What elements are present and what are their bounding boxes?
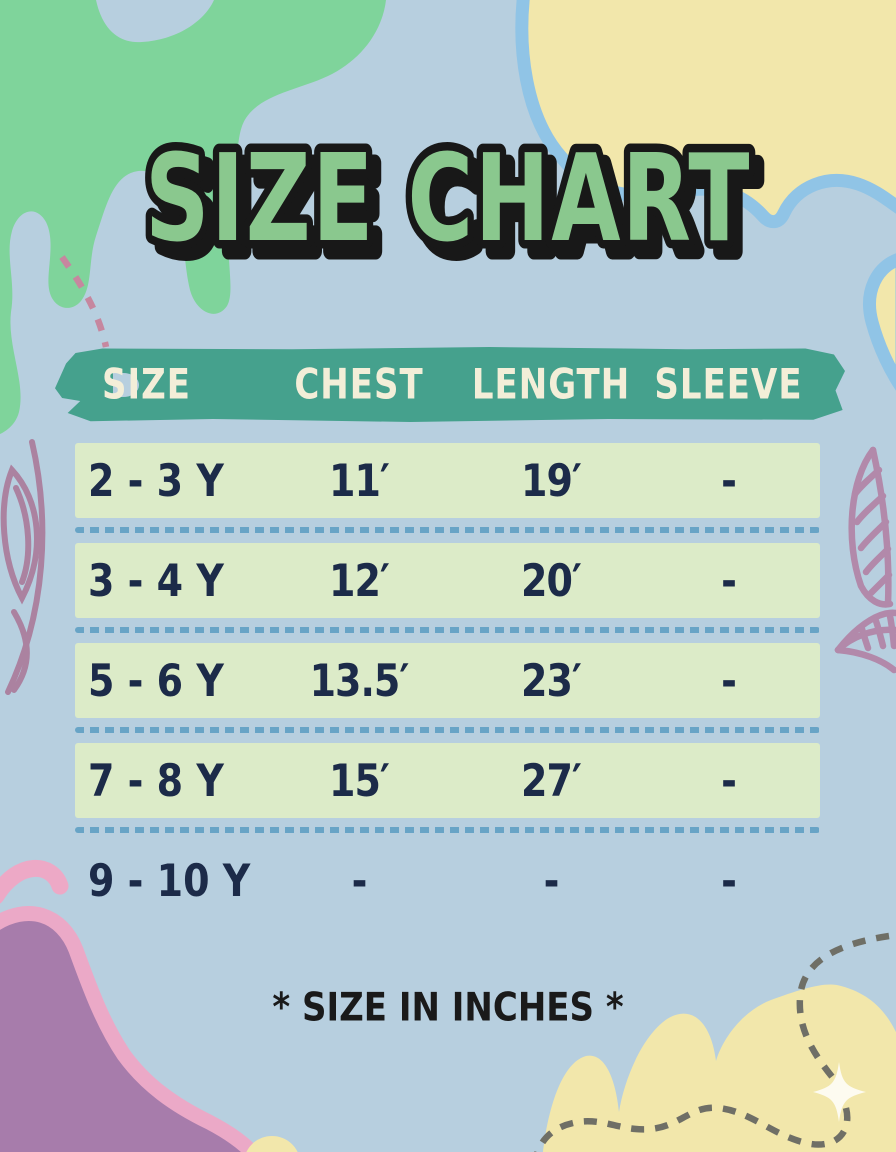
cell-length: 19′ [521, 454, 582, 507]
cell-size: 2 - 3 Y [88, 454, 224, 507]
header-size: SIZE [102, 359, 192, 410]
cell-size: 9 - 10 Y [88, 854, 251, 907]
cell-sleeve: - [721, 654, 737, 707]
purple-blob-shape [0, 915, 248, 1152]
cell-chest: 12′ [329, 554, 390, 607]
title-shadow: SIZE CHART [154, 141, 760, 280]
row-separator [75, 827, 820, 833]
cell-sleeve: - [721, 554, 737, 607]
cell-sleeve: - [721, 854, 737, 907]
table-header-row: SIZE CHEST LENGTH SLEEVE [75, 347, 820, 422]
title-text: SIZE CHART [145, 138, 751, 269]
table-row: 9 - 10 Y - - - [75, 843, 820, 918]
green-splat-shape [0, 0, 386, 434]
leaf-sketch-left [0, 439, 46, 695]
page-title: SIZE CHART SIZE CHART [137, 138, 767, 289]
yellow-fingers-shape [542, 984, 896, 1152]
table-row: 2 - 3 Y 11′ 19′ - [75, 443, 820, 518]
sparkle-icon [813, 1062, 866, 1122]
cell-sleeve: - [721, 754, 737, 807]
pink-dashed-arc [59, 255, 110, 348]
cell-size: 3 - 4 Y [88, 554, 224, 607]
cell-sleeve: - [721, 454, 737, 507]
cell-chest: 13.5′ [309, 654, 410, 707]
cell-chest: 11′ [329, 454, 390, 507]
cell-length: 20′ [521, 554, 582, 607]
row-separator [75, 527, 820, 533]
cell-length: 27′ [521, 754, 582, 807]
size-table: 2 - 3 Y 11′ 19′ - 3 - 4 Y 12′ 20′ - 5 - … [75, 443, 820, 918]
leaf-pair-right [834, 446, 896, 674]
table-row: 5 - 6 Y 13.5′ 23′ - [75, 643, 820, 718]
table-row: 3 - 4 Y 12′ 20′ - [75, 543, 820, 618]
cell-chest: 15′ [329, 754, 390, 807]
cell-length: 23′ [521, 654, 582, 707]
yellow-star-shape [515, 0, 896, 229]
table-row: 7 - 8 Y 15′ 27′ - [75, 743, 820, 818]
yellow-nub-shape [246, 1136, 298, 1152]
cell-size: 7 - 8 Y [88, 754, 224, 807]
footer-note-text: * SIZE IN INCHES * [272, 985, 624, 1031]
cell-chest: - [351, 854, 368, 907]
gray-dashed-trail [534, 932, 890, 1152]
pink-hook-arc [0, 859, 69, 904]
purple-blob-outline [0, 906, 262, 1152]
footer-note: * SIZE IN INCHES * [0, 985, 896, 1031]
cell-length: - [543, 854, 560, 907]
header-brush [55, 347, 845, 422]
row-separator [75, 727, 820, 733]
row-separator [75, 627, 820, 633]
yellow-sliver-right [863, 253, 896, 391]
header-length: LENGTH [471, 359, 631, 410]
cell-size: 5 - 6 Y [88, 654, 224, 707]
header-sleeve: SLEEVE [654, 359, 803, 410]
header-chest: CHEST [294, 359, 424, 410]
